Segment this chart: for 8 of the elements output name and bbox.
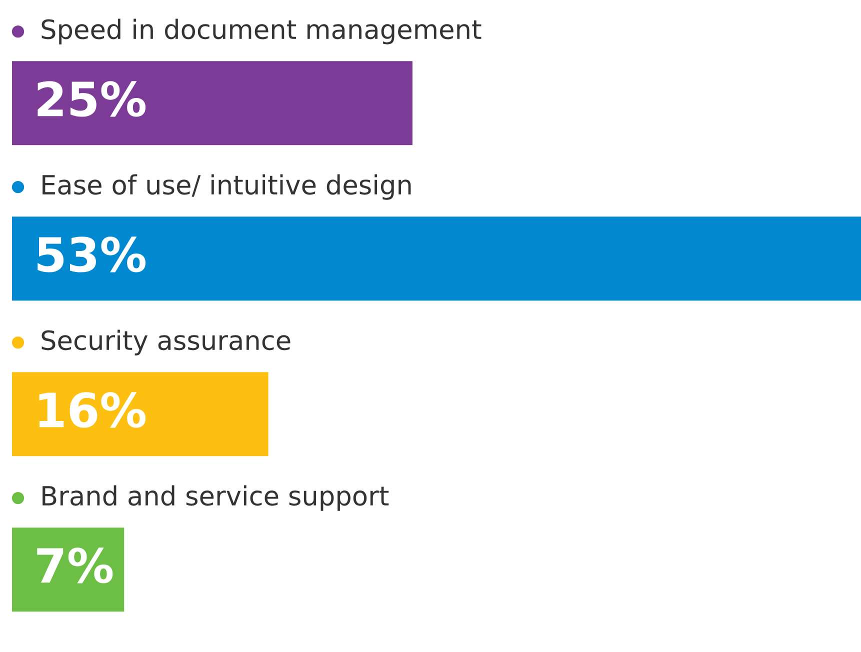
data-label: 16% <box>39 392 146 428</box>
y-tick-label: Brand and service support <box>42 485 389 511</box>
y-tick-label: Ease of use/ intuitive design <box>42 174 411 200</box>
y-tick-label: Speed in document management <box>42 18 482 44</box>
y-tick-label: Security assurance <box>42 330 290 356</box>
data-label: 53% <box>38 236 146 272</box>
data-label: 25% <box>38 81 146 117</box>
data-label: 7% <box>37 548 113 584</box>
